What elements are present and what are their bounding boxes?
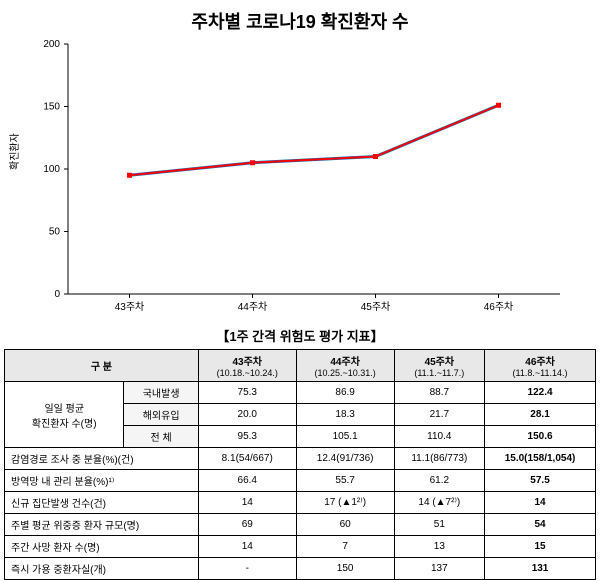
svg-text:150: 150 (43, 102, 60, 113)
risk-table: 구 분 43주차(10.18.~10.24.) 44주차(10.25.~10.3… (4, 349, 596, 580)
table-row: 방역망 내 관리 분율(%)¹⁾66.455.761.257.5 (5, 470, 596, 492)
table-row: 신규 집단발생 건수(건)1417 (▲1²⁾)14 (▲7²⁾)14 (5, 492, 596, 514)
header-col-1: 44주차(10.25.~10.31.) (296, 350, 394, 382)
header-col-0: 43주차(10.18.~10.24.) (198, 350, 296, 382)
table-title: 【1주 간격 위험도 평가 지표】 (0, 326, 600, 345)
header-gubun: 구 분 (5, 350, 199, 382)
line-chart: 0 50 100 150 200 43주차 44주차 45주차 46주차 (20, 34, 580, 324)
chart-title: 주차별 코로나19 확진환자 수 (0, 0, 600, 34)
svg-text:44주차: 44주차 (238, 301, 268, 313)
svg-text:100: 100 (43, 164, 60, 175)
y-axis-label: 확진환자 (6, 133, 21, 170)
header-col-2: 45주차(11.1.~11.7.) (394, 350, 484, 382)
header-col-3: 46주차(11.8.~11.14.) (485, 350, 596, 382)
svg-text:50: 50 (49, 227, 61, 238)
table-row: 즉시 가용 중환자실(개)-150137131 (5, 558, 596, 580)
svg-text:46주차: 46주차 (484, 301, 514, 313)
svg-text:200: 200 (43, 39, 60, 50)
chart-container: 주차별 코로나19 확진환자 수 확진환자 0 50 100 150 200 43주차 44… (0, 0, 600, 320)
table-row: 일일 평균 확진환자 수(명)국내발생75.386.988.7122.4 (5, 382, 596, 404)
table-row: 주별 평균 위중증 환자 규모(명)69605154 (5, 514, 596, 536)
table-row: 주간 사망 환자 수(명)1471315 (5, 536, 596, 558)
svg-text:0: 0 (54, 289, 60, 300)
table-row: 감염경로 조사 중 분율(%)(건)8.1(54/667)12.4(91/736… (5, 448, 596, 470)
svg-text:43주차: 43주차 (115, 301, 145, 313)
svg-text:45주차: 45주차 (361, 301, 391, 313)
